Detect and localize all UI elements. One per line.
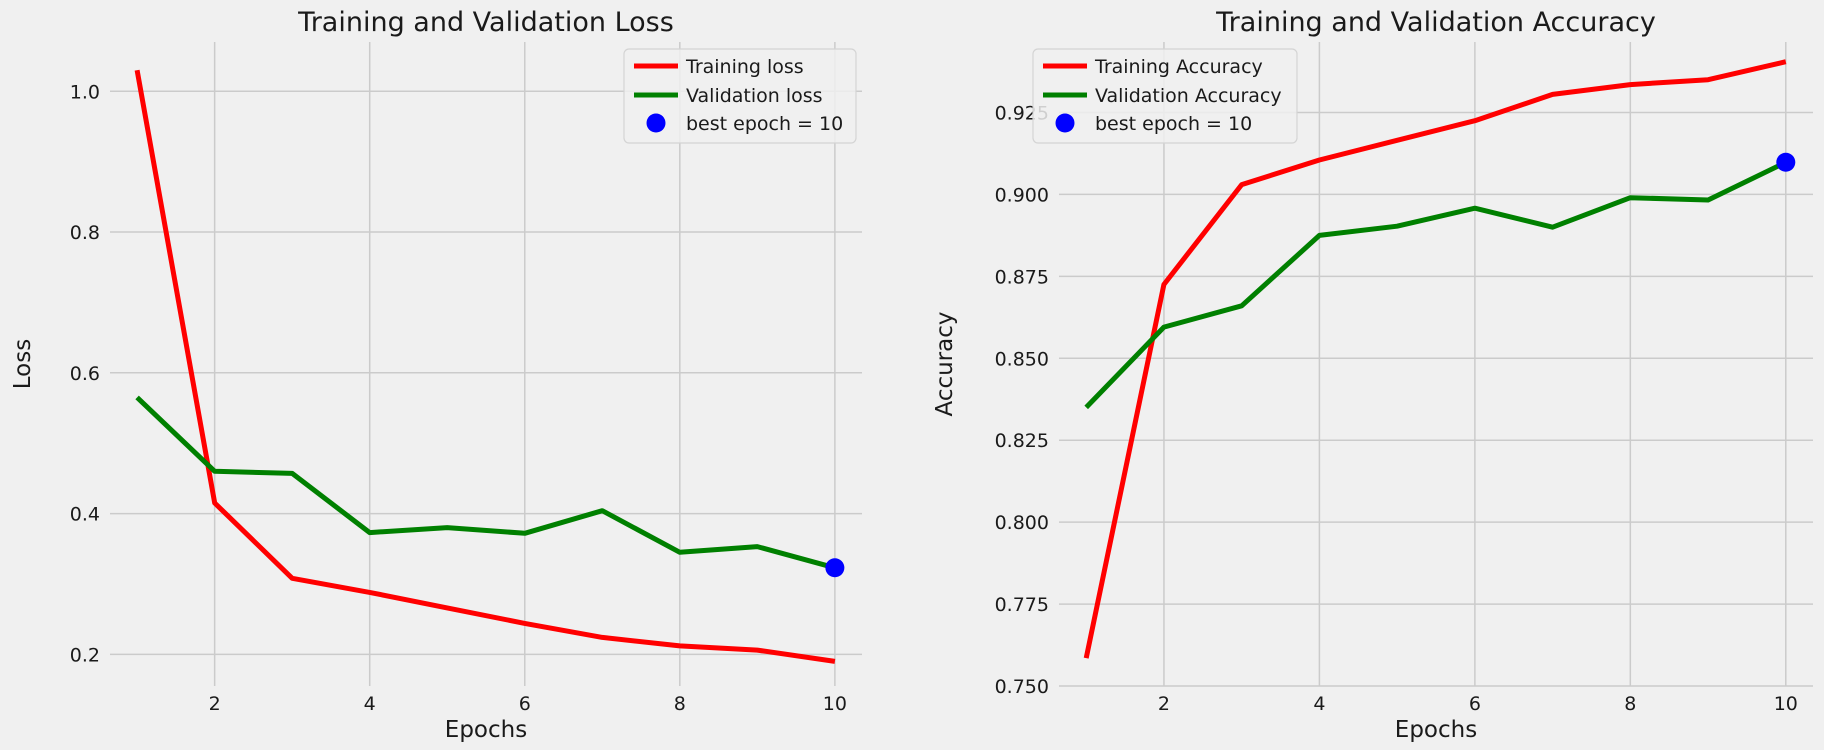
accuracy-best-epoch-marker (1776, 152, 1796, 172)
accuracy-y-tick-label: 0.900 (995, 184, 1049, 206)
loss-series-line-validation (135, 395, 836, 571)
loss-y-axis-label: Loss (10, 339, 36, 389)
accuracy-y-tick-label: 0.750 (995, 676, 1049, 698)
accuracy-legend: Training Accuracy Validation Accuracy best… (1032, 48, 1298, 144)
loss-y-tick-label: 0.6 (70, 363, 100, 385)
accuracy-legend-label: Validation Accuracy (1095, 85, 1282, 107)
accuracy-x-axis-label: Epochs (1395, 717, 1477, 743)
accuracy-chart: 2 4 6 8 10 0.750 0.775 0.800 0.825 0.850 0.875 0.90… (932, 7, 1813, 743)
loss-legend-marker (646, 113, 666, 133)
accuracy-legend-label: best epoch = 10 (1095, 113, 1252, 135)
loss-y-tick-label: 1.0 (70, 81, 100, 103)
accuracy-legend-frame (1032, 48, 1298, 144)
loss-legend: Training loss Validation loss best epoch =… (623, 48, 857, 144)
loss-legend-frame (623, 48, 857, 144)
accuracy-x-tick-label: 2 (1158, 693, 1170, 715)
accuracy-series-line-validation (1084, 160, 1787, 410)
loss-x-tick-label: 2 (209, 693, 221, 715)
accuracy-y-tick-label: 0.850 (995, 348, 1049, 370)
loss-y-tick-label: 0.2 (70, 644, 100, 666)
loss-best-epoch-marker (825, 558, 845, 578)
loss-chart-title: Training and Validation Loss (297, 7, 674, 38)
accuracy-y-tick-label: 0.800 (995, 512, 1049, 534)
loss-x-tick-label: 10 (823, 693, 847, 715)
loss-legend-label: best epoch = 10 (686, 113, 843, 135)
loss-x-tick-label: 6 (519, 693, 531, 715)
loss-x-tick-label: 4 (364, 693, 376, 715)
accuracy-x-tick-label: 6 (1469, 693, 1481, 715)
loss-x-axis-label: Epochs (445, 717, 527, 743)
loss-x-tick-label: 8 (674, 693, 686, 715)
loss-legend-label: Training loss (685, 56, 804, 78)
loss-y-tick-label: 0.4 (70, 504, 100, 526)
accuracy-y-axis-label: Accuracy (932, 311, 958, 416)
loss-y-tick-label: 0.8 (70, 222, 100, 244)
loss-legend-label: Validation loss (686, 85, 823, 107)
accuracy-x-tick-label: 10 (1774, 693, 1798, 715)
accuracy-x-tick-label: 8 (1624, 693, 1636, 715)
accuracy-y-tick-label: 0.875 (995, 266, 1049, 288)
accuracy-legend-label: Training Accuracy (1094, 56, 1263, 78)
loss-series-line-training (134, 69, 836, 664)
accuracy-x-tick-label: 4 (1313, 693, 1325, 715)
accuracy-series-line-training (1083, 59, 1787, 659)
accuracy-chart-title: Training and Validation Accuracy (1215, 7, 1656, 38)
accuracy-y-tick-label: 0.775 (995, 594, 1049, 616)
accuracy-legend-marker (1055, 113, 1075, 133)
loss-chart: 2 4 6 8 10 0.2 0.4 0.6 0.8 1.0 Training and Valida… (10, 7, 862, 743)
accuracy-y-tick-label: 0.825 (995, 430, 1049, 452)
